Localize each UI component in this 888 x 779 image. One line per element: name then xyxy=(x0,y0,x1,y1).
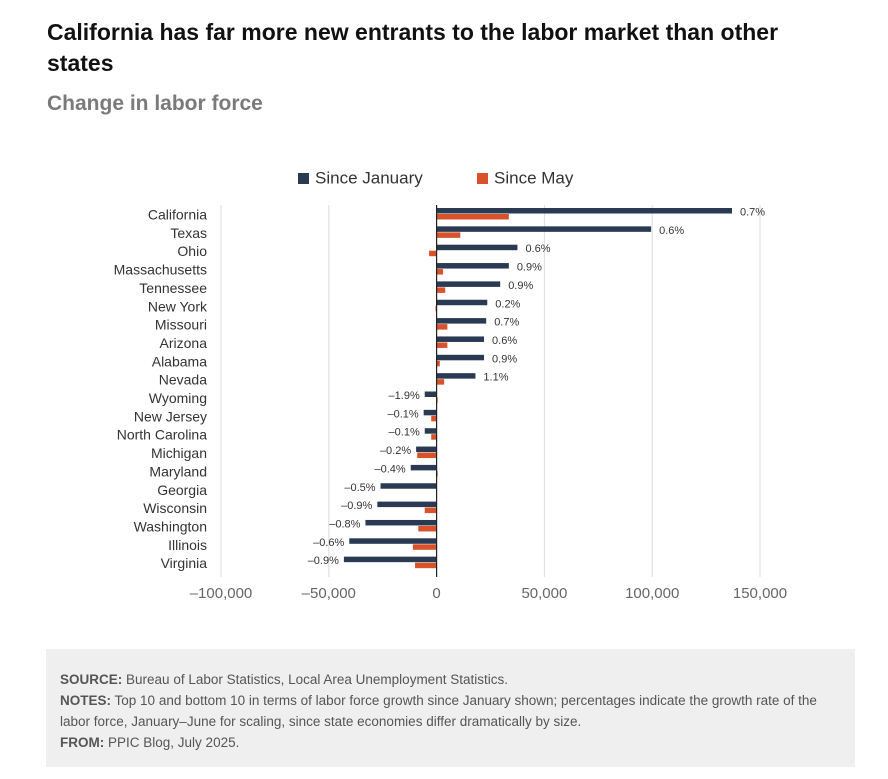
data-label: –0.5% xyxy=(344,482,375,494)
data-label: –0.1% xyxy=(387,408,418,420)
data-label: 0.7% xyxy=(740,207,765,219)
data-label: 1.1% xyxy=(483,372,508,384)
category-label: Nevada xyxy=(159,372,207,388)
bar-since-may xyxy=(436,214,509,220)
chart-title: California has far more new entrants to … xyxy=(47,19,779,76)
category-label: Wyoming xyxy=(149,390,207,406)
data-label: 0.2% xyxy=(495,298,520,310)
category-label: Illinois xyxy=(168,537,207,553)
bar-since-january xyxy=(436,263,509,269)
notes-line: NOTES: Top 10 and bottom 10 in terms of … xyxy=(60,690,841,732)
category-label: Virginia xyxy=(161,555,208,571)
source-label: SOURCE: xyxy=(60,672,123,687)
bar-since-may xyxy=(415,562,437,569)
bar-since-may xyxy=(418,525,437,532)
category-label: Alabama xyxy=(152,353,207,369)
data-label: 0.6% xyxy=(659,225,684,237)
bar-since-may xyxy=(436,324,448,330)
data-label: 0.6% xyxy=(525,243,550,255)
category-label: Ohio xyxy=(177,243,207,259)
bar-since-january xyxy=(343,556,437,563)
category-label: Massachusetts xyxy=(114,262,207,278)
bar-since-may xyxy=(436,287,446,293)
chart-subtitle: Change in labor force xyxy=(47,92,263,115)
data-label: –0.8% xyxy=(329,518,360,530)
bar-since-may xyxy=(436,360,440,367)
notes-box: SOURCE: Bureau of Labor Statistics, Loca… xyxy=(46,649,855,767)
bar-since-january xyxy=(365,519,437,526)
legend-label-since-january: Since January xyxy=(315,169,423,188)
data-label: 0.7% xyxy=(494,317,519,329)
data-label: 0.9% xyxy=(492,353,517,365)
category-label: New York xyxy=(148,298,208,314)
bar-since-january xyxy=(423,409,437,416)
category-label: Michigan xyxy=(151,445,207,461)
x-tick-label: –50,000 xyxy=(302,585,356,602)
bar-since-may xyxy=(417,452,437,459)
bar-since-may xyxy=(431,434,437,440)
x-tick-label: –100,000 xyxy=(190,585,253,602)
bar-since-may xyxy=(436,342,448,348)
bar-since-january xyxy=(436,226,652,232)
x-tick-label: 100,000 xyxy=(625,585,679,602)
bar-since-january xyxy=(410,464,437,471)
bar-since-may xyxy=(424,507,437,514)
bar-since-january xyxy=(436,373,476,379)
bar-since-january xyxy=(436,244,518,251)
data-label: –0.9% xyxy=(308,555,339,567)
x-tick-label: 0 xyxy=(432,585,440,602)
category-label: Texas xyxy=(170,225,207,241)
legend-swatch-since-may xyxy=(477,173,488,184)
bar-since-january xyxy=(380,483,437,489)
data-label: –0.4% xyxy=(375,463,406,475)
data-label: –0.9% xyxy=(341,500,372,512)
bar-since-january xyxy=(377,501,437,508)
notes-label: NOTES: xyxy=(60,693,112,708)
bar-since-may xyxy=(431,415,437,422)
category-label: North Carolina xyxy=(117,427,207,443)
from-line: FROM: PPIC Blog, July 2025. xyxy=(60,732,841,753)
category-label: Wisconsin xyxy=(143,500,207,516)
bar-since-may xyxy=(436,379,445,385)
bar-chart: Since January Since May California 0.7% Texa… xyxy=(114,169,787,603)
source-text: Bureau of Labor Statistics, Local Area U… xyxy=(126,672,508,687)
category-label: Tennessee xyxy=(139,280,207,296)
notes-text: Top 10 and bottom 10 in terms of labor f… xyxy=(60,693,817,729)
bar-since-january xyxy=(436,208,732,214)
bar-since-may xyxy=(436,232,461,238)
data-label: 0.6% xyxy=(492,335,517,347)
data-label: –0.2% xyxy=(380,445,411,457)
source-line: SOURCE: Bureau of Labor Statistics, Loca… xyxy=(60,669,841,690)
category-label: Missouri xyxy=(155,317,207,333)
bar-since-january xyxy=(436,281,501,287)
bar-since-january xyxy=(349,538,437,544)
bar-since-may xyxy=(429,250,437,257)
category-label: Maryland xyxy=(149,463,207,479)
bar-since-january xyxy=(436,336,485,342)
from-text: PPIC Blog, July 2025. xyxy=(108,735,240,750)
category-label: Arizona xyxy=(160,335,208,351)
bar-since-january xyxy=(424,391,437,397)
x-tick-label: 150,000 xyxy=(733,585,787,602)
data-label: 0.9% xyxy=(508,280,533,292)
x-tick-label: 50,000 xyxy=(521,585,567,602)
bar-since-january xyxy=(436,354,485,361)
bar-since-january xyxy=(436,299,488,306)
data-label: –0.6% xyxy=(313,537,344,549)
legend-label-since-may: Since May xyxy=(494,169,574,188)
legend-swatch-since-january xyxy=(298,173,309,184)
bar-since-january xyxy=(436,318,487,324)
category-label: California xyxy=(148,207,207,223)
category-label: New Jersey xyxy=(134,408,207,424)
bar-since-january xyxy=(416,446,437,453)
data-label: –0.1% xyxy=(389,427,420,439)
bar-since-may xyxy=(412,544,437,550)
from-label: FROM: xyxy=(60,735,105,750)
category-label: Washington xyxy=(134,518,207,534)
bar-since-may xyxy=(436,269,444,275)
data-label: 0.9% xyxy=(517,262,542,274)
data-label: –1.9% xyxy=(389,390,420,402)
category-label: Georgia xyxy=(157,482,207,498)
bar-since-january xyxy=(424,428,437,434)
